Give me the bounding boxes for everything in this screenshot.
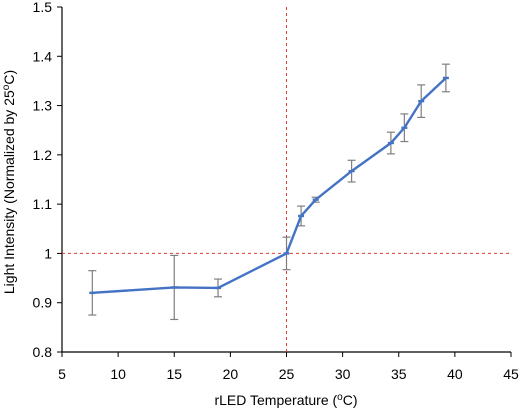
x-axis-title-text: rLED Temperature ( [214,392,337,408]
y-tick-label: 1.2 [33,147,53,163]
y-tick-label: 1.3 [33,98,53,114]
y-tick-label: 1.1 [33,196,53,212]
y-axis-title: Light Intensity (Normalized by 25oC) [1,70,17,294]
x-axis-title-sup: o [337,392,343,403]
x-tick-label: 15 [166,366,182,382]
x-tick-label: 25 [279,366,295,382]
y-axis-title-sup: o [1,84,12,90]
y-tick-label: 0.8 [33,344,53,360]
x-tick-label: 5 [58,366,66,382]
y-tick-label: 1.5 [33,0,53,15]
x-axis-title-end: C) [343,392,358,408]
series [89,76,449,295]
x-axis-title: rLED Temperature (oC) [214,392,357,408]
axes [57,6,512,357]
x-tick-label: 35 [391,366,407,382]
x-tick-label: 10 [110,366,126,382]
y-tick-label: 1.4 [33,48,53,64]
x-tick-label: 20 [223,366,239,382]
tick-labels: 5 10 15 20 25 30 35 40 45 0.8 0.9 1 1.1 1.2 1.3 1.4 1.5 [33,0,519,382]
error-bars [88,63,450,321]
y-axis-title-text: Light Intensity (Normalized by 25 [1,90,17,294]
series-line [91,76,448,295]
x-tick-label: 30 [335,366,351,382]
y-tick-label: 1 [44,245,52,261]
y-tick-label: 0.9 [33,295,53,311]
x-tick-label: 40 [447,366,463,382]
y-axis-title-end: C) [1,70,17,85]
reference-lines [62,7,511,352]
x-tick-label: 45 [503,366,519,382]
